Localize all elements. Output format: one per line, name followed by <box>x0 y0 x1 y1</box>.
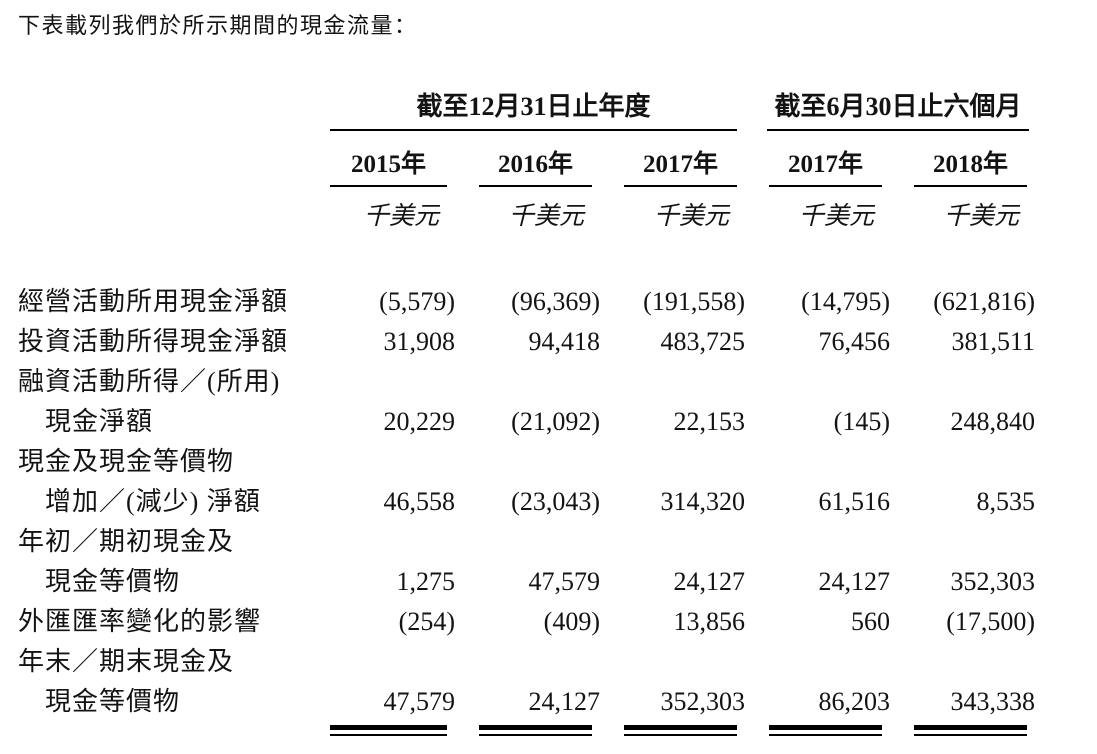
cell-value: 94,418 <box>528 327 601 356</box>
cell-value: 47,579 <box>528 567 601 596</box>
label-col-spacer <box>18 131 330 187</box>
year-header-2017: 2017年 <box>624 131 737 187</box>
period-group-header-row: 截至12月31日止年度 截至6月30日止六個月 <box>18 82 1035 131</box>
label-col-spacer <box>18 82 330 131</box>
table-row-financing-line2: 現金淨額 20,229 (21,092) 22,153 (145) 248,84… <box>18 402 1035 442</box>
cell-value: 24,127 <box>673 567 746 596</box>
cell-value: 1,275 <box>396 567 456 596</box>
unit-label: 千美元 <box>508 203 584 230</box>
row-label-continuation: 現金等價物 <box>45 567 181 596</box>
row-label: 年末／期末現金及 <box>18 647 235 676</box>
table-row-ending-cash-line2: 現金等價物 47,579 24,127 352,303 86,203 343,3… <box>18 682 1035 722</box>
cell-value: (254) <box>398 607 455 636</box>
row-label-continuation: 現金淨額 <box>45 407 154 436</box>
double-rule <box>769 725 882 736</box>
cell-value: (409) <box>543 607 600 636</box>
cash-flow-table: 截至12月31日止年度 截至6月30日止六個月 2015年 2016年 2017… <box>18 82 1035 736</box>
cell-value: 46,558 <box>383 487 456 516</box>
cell-value: 352,303 <box>950 567 1036 596</box>
row-label-continuation: 增加／(減少) 淨額 <box>45 487 261 516</box>
cell-value: 76,456 <box>818 327 891 356</box>
unit-label: 千美元 <box>944 203 1020 230</box>
cell-value: (96,369) <box>511 287 600 316</box>
year-header-2015: 2015年 <box>330 131 447 187</box>
cell-value: 381,511 <box>951 327 1036 356</box>
row-label: 融資活動所得／(所用) <box>18 367 281 396</box>
label-col-spacer <box>18 722 330 736</box>
row-label-continuation: 現金等價物 <box>45 687 181 716</box>
group-underline-interim: 截至6月30日止六個月 <box>767 82 1030 131</box>
row-label: 年初／期初現金及 <box>18 527 235 556</box>
cell-value: 560 <box>851 607 890 636</box>
row-label: 投資活動所得現金淨額 <box>18 327 289 356</box>
col-group-interim: 截至6月30日止六個月 <box>745 82 1035 131</box>
row-label: 經營活動所用現金淨額 <box>18 287 289 316</box>
cell-value: 22,153 <box>673 407 746 436</box>
unit-label: 千美元 <box>363 203 439 230</box>
cell-value: 483,725 <box>660 327 746 356</box>
col-group-annual-label: 截至12月31日止年度 <box>416 92 651 121</box>
table-row-net-change-line2: 增加／(減少) 淨額 46,558 (23,043) 314,320 61,51… <box>18 482 1035 522</box>
table-row-ending-cash-line1: 年末／期末現金及 <box>18 642 1035 682</box>
cell-value: 343,338 <box>950 687 1036 716</box>
table-row-beginning-cash-line1: 年初／期初現金及 <box>18 522 1035 562</box>
cell-value: (5,579) <box>379 287 455 316</box>
table-row-net-change-line1: 現金及現金等價物 <box>18 442 1035 482</box>
group-underline-annual: 截至12月31日止年度 <box>330 82 737 131</box>
table-row-operating: 經營活動所用現金淨額 (5,579) (96,369) (191,558) (1… <box>18 282 1035 322</box>
row-label: 外匯匯率變化的影響 <box>18 607 262 636</box>
year-header-row: 2015年 2016年 2017年 2017年 2018年 <box>18 131 1035 187</box>
unit-label: 千美元 <box>798 203 874 230</box>
cell-value: 31,908 <box>383 327 456 356</box>
cell-value: 13,856 <box>673 607 746 636</box>
label-col-spacer <box>18 187 330 232</box>
header-body-gap <box>18 232 1035 282</box>
cell-value: (621,816) <box>933 287 1036 316</box>
table-row-investing: 投資活動所得現金淨額 31,908 94,418 483,725 76,456 … <box>18 322 1035 362</box>
cell-value: 352,303 <box>660 687 746 716</box>
cell-value: 8,535 <box>976 487 1036 516</box>
year-header-2018-interim: 2018年 <box>914 131 1028 187</box>
cell-value: 248,840 <box>950 407 1036 436</box>
cell-value: 24,127 <box>528 687 601 716</box>
cell-value: (191,558) <box>643 287 745 316</box>
year-header-2017-interim: 2017年 <box>769 131 882 187</box>
col-group-interim-label: 截至6月30日止六個月 <box>774 92 1022 121</box>
double-rule <box>914 725 1028 736</box>
cell-value: 47,579 <box>383 687 456 716</box>
double-rule <box>330 725 447 736</box>
cell-value: 24,127 <box>818 567 891 596</box>
col-group-annual: 截至12月31日止年度 <box>330 82 745 131</box>
cell-value: (21,092) <box>511 407 600 436</box>
year-header-2016: 2016年 <box>479 131 592 187</box>
double-rule <box>624 725 737 736</box>
cell-value: 314,320 <box>660 487 746 516</box>
table-row-financing-line1: 融資活動所得／(所用) <box>18 362 1035 402</box>
page-title: 下表載列我們於所示期間的現金流量： <box>18 13 418 38</box>
unit-label: 千美元 <box>653 203 729 230</box>
unit-row: 千美元 千美元 千美元 千美元 千美元 <box>18 187 1035 232</box>
cell-value: (17,500) <box>946 607 1036 636</box>
cell-value: 20,229 <box>383 407 456 436</box>
cell-value: 61,516 <box>818 487 891 516</box>
row-label: 現金及現金等價物 <box>18 447 235 476</box>
cell-value: (14,795) <box>801 287 890 316</box>
document-page: 下表載列我們於所示期間的現金流量： 截至12月31日止年度 截至6月30日止六個… <box>18 13 1035 736</box>
bottom-double-rule-row <box>18 722 1035 736</box>
cell-value: (145) <box>833 407 890 436</box>
table-row-beginning-cash-line2: 現金等價物 1,275 47,579 24,127 24,127 352,303 <box>18 562 1035 602</box>
cell-value: (23,043) <box>511 487 600 516</box>
cell-value: 86,203 <box>818 687 891 716</box>
table-row-fx-effect: 外匯匯率變化的影響 (254) (409) 13,856 560 (17,500… <box>18 602 1035 642</box>
double-rule <box>479 725 592 736</box>
